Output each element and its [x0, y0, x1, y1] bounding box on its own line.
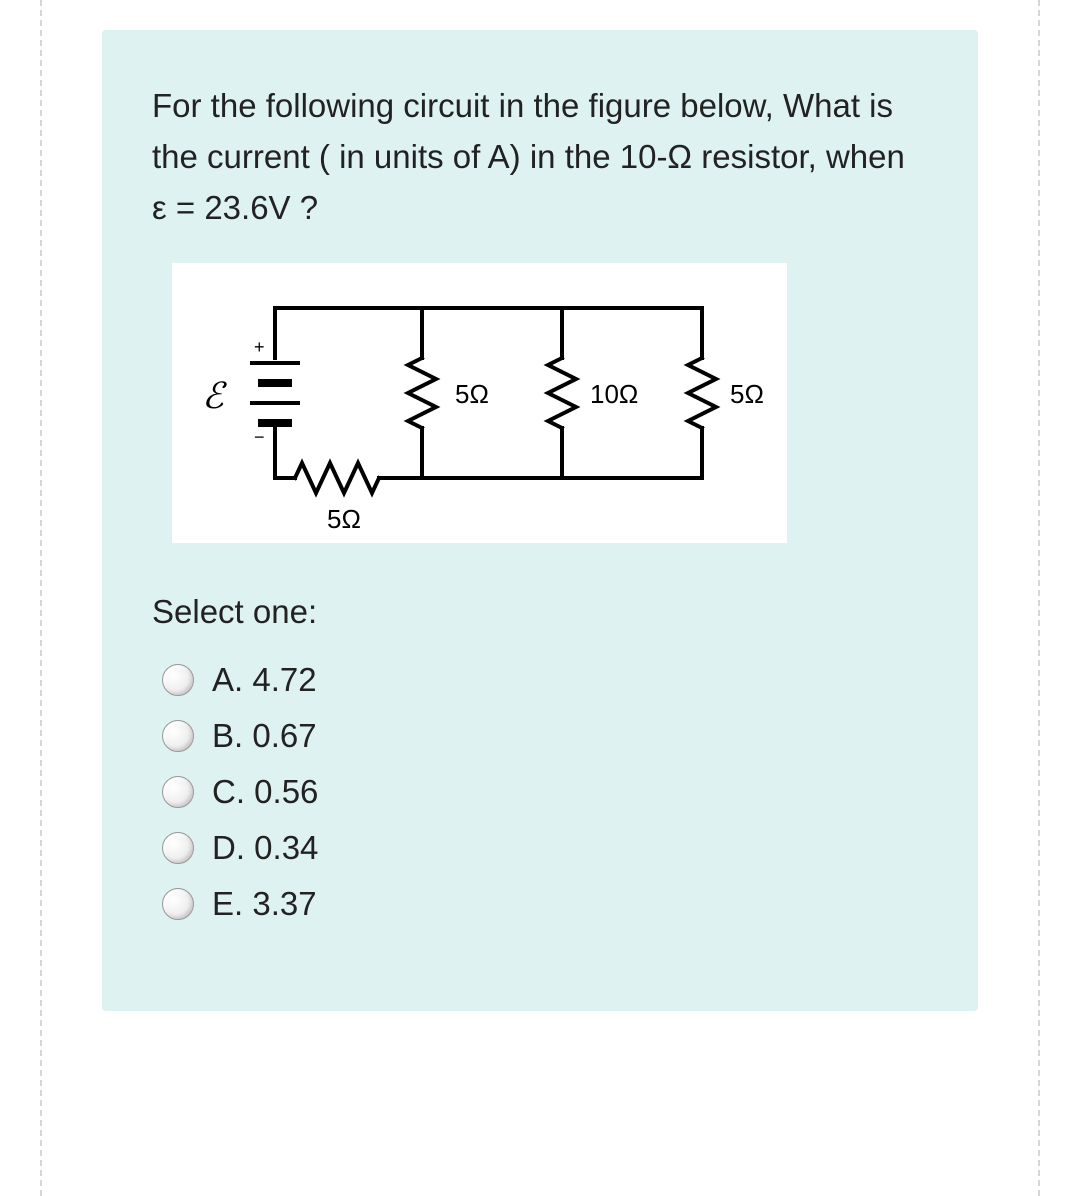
option-value: 3.37: [252, 885, 316, 923]
question-card: For the following circuit in the figure …: [102, 30, 978, 1011]
radio-icon[interactable]: [162, 776, 194, 808]
question-text: For the following circuit in the figure …: [152, 80, 928, 233]
option-letter: B.: [212, 717, 243, 755]
option-letter: A.: [212, 661, 243, 699]
radio-icon[interactable]: [162, 888, 194, 920]
plus-sign: +: [254, 337, 265, 357]
option-e[interactable]: E. 3.37: [162, 885, 928, 923]
radio-icon[interactable]: [162, 720, 194, 752]
option-letter: D.: [212, 829, 245, 867]
option-letter: E.: [212, 885, 243, 923]
page-frame: For the following circuit in the figure …: [40, 0, 1040, 1196]
minus-sign: −: [254, 427, 265, 447]
option-value: 0.67: [252, 717, 316, 755]
option-a[interactable]: A. 4.72: [162, 661, 928, 699]
label-r3: 5Ω: [730, 379, 764, 409]
option-value: 0.34: [254, 829, 318, 867]
label-r1: 5Ω: [455, 379, 489, 409]
radio-icon[interactable]: [162, 664, 194, 696]
option-letter: C.: [212, 773, 245, 811]
label-r2: 10Ω: [590, 379, 638, 409]
emf-symbol: ℰ: [202, 376, 227, 416]
select-one-label: Select one:: [152, 593, 928, 631]
option-b[interactable]: B. 0.67: [162, 717, 928, 755]
option-d[interactable]: D. 0.34: [162, 829, 928, 867]
radio-icon[interactable]: [162, 832, 194, 864]
option-c[interactable]: C. 0.56: [162, 773, 928, 811]
option-value: 0.56: [254, 773, 318, 811]
circuit-diagram: ℰ + − 5Ω 5Ω 10Ω 5Ω: [172, 263, 787, 543]
label-r-bottom: 5Ω: [327, 504, 361, 534]
option-value: 4.72: [252, 661, 316, 699]
